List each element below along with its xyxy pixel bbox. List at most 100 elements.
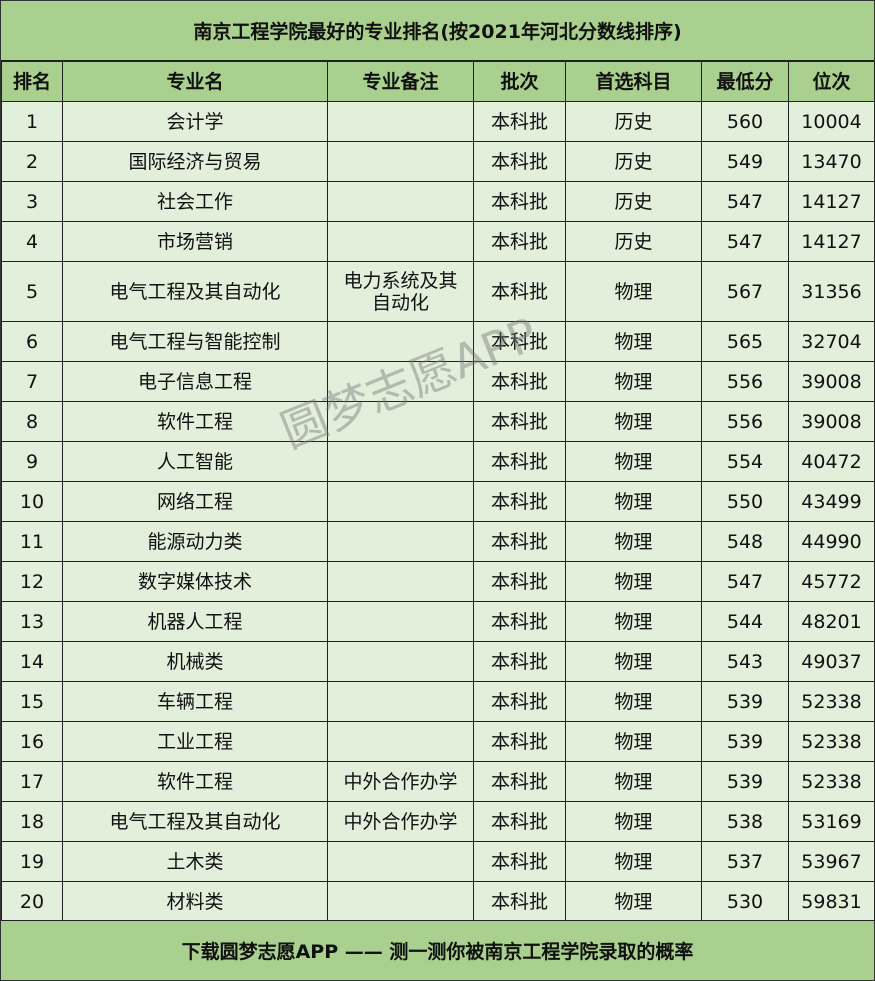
rank-cell: 14 <box>1 641 63 682</box>
note-cell <box>327 521 474 562</box>
major-cell: 网络工程 <box>62 481 328 522</box>
table-row: 9 人工智能 本科批 物理 554 40472 <box>1 441 875 482</box>
table-row: 14 机械类 本科批 物理 543 49037 <box>1 641 875 682</box>
note-cell <box>327 841 474 882</box>
table-title: 南京工程学院最好的专业排名(按2021年河北分数线排序) <box>1 1 874 61</box>
note-cell <box>327 481 474 522</box>
subject-cell: 物理 <box>565 721 702 762</box>
major-cell: 电气工程及其自动化 <box>62 801 328 842</box>
subject-cell: 物理 <box>565 561 702 602</box>
subject-cell: 物理 <box>565 801 702 842</box>
note-cell <box>327 601 474 642</box>
note-cell <box>327 561 474 602</box>
min-score-cell: 547 <box>701 221 789 262</box>
rank-cell: 11 <box>1 521 63 562</box>
rank-cell: 16 <box>1 721 63 762</box>
min-score-cell: 565 <box>701 321 789 362</box>
min-score-cell: 550 <box>701 481 789 522</box>
min-score-cell: 538 <box>701 801 789 842</box>
min-score-cell: 544 <box>701 601 789 642</box>
major-cell: 车辆工程 <box>62 681 328 722</box>
min-score-cell: 547 <box>701 561 789 602</box>
batch-cell: 本科批 <box>473 181 566 222</box>
table-row: 18 电气工程及其自动化 中外合作办学 本科批 物理 538 53169 <box>1 801 875 842</box>
min-score-cell: 539 <box>701 761 789 802</box>
table-row: 3 社会工作 本科批 历史 547 14127 <box>1 181 875 222</box>
subject-cell: 物理 <box>565 521 702 562</box>
batch-cell: 本科批 <box>473 361 566 402</box>
batch-cell: 本科批 <box>473 761 566 802</box>
note-cell <box>327 881 474 922</box>
major-cell: 数字媒体技术 <box>62 561 328 602</box>
major-cell: 软件工程 <box>62 761 328 802</box>
position-cell: 39008 <box>788 361 875 402</box>
position-cell: 59831 <box>788 881 875 922</box>
major-cell: 电气工程与智能控制 <box>62 321 328 362</box>
note-cell <box>327 361 474 402</box>
min-score-cell: 556 <box>701 361 789 402</box>
subject-cell: 历史 <box>565 221 702 262</box>
rank-cell: 15 <box>1 681 63 722</box>
batch-cell: 本科批 <box>473 721 566 762</box>
column-header: 批次 <box>473 61 566 102</box>
header-row: 排名 专业名 专业备注 批次 首选科目 最低分 位次 <box>1 61 875 102</box>
min-score-cell: 539 <box>701 681 789 722</box>
note-cell <box>327 321 474 362</box>
table-row: 2 国际经济与贸易 本科批 历史 549 13470 <box>1 141 875 182</box>
position-cell: 10004 <box>788 101 875 142</box>
column-header: 最低分 <box>701 61 789 102</box>
batch-cell: 本科批 <box>473 101 566 142</box>
note-cell: 中外合作办学 <box>327 801 474 842</box>
column-header: 排名 <box>1 61 63 102</box>
rank-cell: 5 <box>1 261 63 322</box>
batch-cell: 本科批 <box>473 141 566 182</box>
table-row: 19 土木类 本科批 物理 537 53967 <box>1 841 875 882</box>
subject-cell: 物理 <box>565 841 702 882</box>
table-row: 15 车辆工程 本科批 物理 539 52338 <box>1 681 875 722</box>
note-cell <box>327 221 474 262</box>
position-cell: 45772 <box>788 561 875 602</box>
column-header: 专业名 <box>62 61 328 102</box>
major-cell: 能源动力类 <box>62 521 328 562</box>
min-score-cell: 567 <box>701 261 789 322</box>
position-cell: 44990 <box>788 521 875 562</box>
position-cell: 52338 <box>788 761 875 802</box>
rank-cell: 8 <box>1 401 63 442</box>
subject-cell: 物理 <box>565 641 702 682</box>
footer-banner: 下载圆梦志愿APP —— 测一测你被南京工程学院录取的概率 <box>1 920 874 980</box>
table-row: 8 软件工程 本科批 物理 556 39008 <box>1 401 875 442</box>
rank-cell: 17 <box>1 761 63 802</box>
subject-cell: 物理 <box>565 601 702 642</box>
note-cell <box>327 401 474 442</box>
major-cell: 电气工程及其自动化 <box>62 261 328 322</box>
table-row: 1 会计学 本科批 历史 560 10004 <box>1 101 875 142</box>
subject-cell: 历史 <box>565 101 702 142</box>
batch-cell: 本科批 <box>473 481 566 522</box>
note-cell <box>327 441 474 482</box>
position-cell: 39008 <box>788 401 875 442</box>
major-cell: 工业工程 <box>62 721 328 762</box>
batch-cell: 本科批 <box>473 441 566 482</box>
table-row: 12 数字媒体技术 本科批 物理 547 45772 <box>1 561 875 602</box>
subject-cell: 历史 <box>565 181 702 222</box>
major-cell: 市场营销 <box>62 221 328 262</box>
batch-cell: 本科批 <box>473 841 566 882</box>
batch-cell: 本科批 <box>473 681 566 722</box>
batch-cell: 本科批 <box>473 401 566 442</box>
rank-cell: 12 <box>1 561 63 602</box>
rank-cell: 10 <box>1 481 63 522</box>
subject-cell: 物理 <box>565 401 702 442</box>
table-row: 16 工业工程 本科批 物理 539 52338 <box>1 721 875 762</box>
subject-cell: 物理 <box>565 441 702 482</box>
position-cell: 52338 <box>788 721 875 762</box>
position-cell: 13470 <box>788 141 875 182</box>
major-cell: 人工智能 <box>62 441 328 482</box>
rank-cell: 18 <box>1 801 63 842</box>
rank-cell: 20 <box>1 881 63 922</box>
position-cell: 32704 <box>788 321 875 362</box>
min-score-cell: 547 <box>701 181 789 222</box>
major-cell: 机械类 <box>62 641 328 682</box>
rank-cell: 3 <box>1 181 63 222</box>
rank-cell: 9 <box>1 441 63 482</box>
rank-cell: 6 <box>1 321 63 362</box>
